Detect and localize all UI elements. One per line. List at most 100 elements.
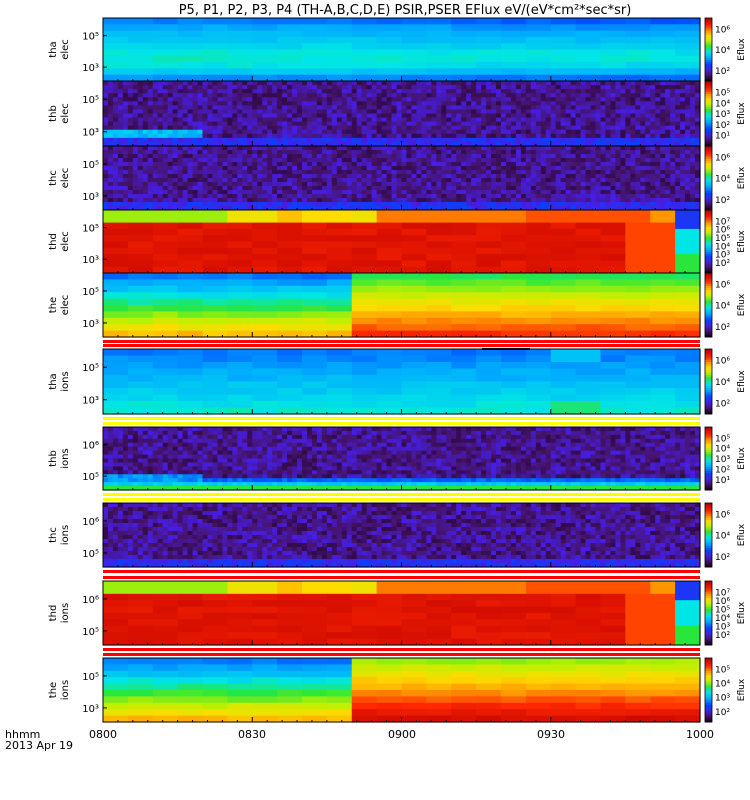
spectrogram-cell [501, 154, 507, 159]
spectrogram-cell [446, 178, 452, 183]
spectrogram-cell [625, 202, 631, 207]
spectrogram-cell [540, 154, 547, 159]
spectrogram-cell [341, 178, 348, 183]
spectrogram-cell [187, 129, 194, 135]
spectrogram-cell [326, 260, 353, 268]
colorbar-step [705, 260, 712, 263]
colorbar-step [705, 290, 712, 293]
spectrogram-cell [157, 133, 164, 139]
spectrogram-cell [680, 121, 686, 127]
spectrogram-cell [595, 194, 602, 199]
spectrogram-cell [192, 81, 199, 86]
spectrogram-cell [685, 170, 691, 175]
spectrogram-cell [610, 174, 617, 179]
spectrogram-cell [331, 133, 338, 139]
spectrogram-cell [545, 113, 552, 119]
spectrogram-cell [311, 121, 318, 127]
spectrogram-cell [680, 174, 686, 179]
spectrogram-cell [446, 129, 452, 135]
spectrogram-cell [565, 109, 572, 115]
spectrogram-cell [456, 206, 462, 211]
spectrogram-cell [177, 190, 184, 195]
spectrogram-cell [421, 170, 427, 175]
spectrogram-cell [426, 166, 432, 171]
spectrogram-cell [510, 166, 517, 171]
spectrogram-cell [167, 202, 174, 207]
colorbar-step [705, 156, 712, 160]
spectrogram-cell [252, 30, 278, 38]
spectrogram-cell [222, 166, 228, 171]
spectrogram-cell [550, 182, 557, 187]
spectrogram-cell [560, 146, 567, 151]
spectrogram-cell [600, 55, 626, 63]
spectrogram-cell [356, 198, 363, 203]
spectrogram-cell [655, 129, 661, 135]
spectrogram-cell [117, 133, 124, 139]
spectrogram-cell [451, 121, 457, 127]
spectrogram-cell [446, 81, 452, 86]
spectrogram-cell [172, 194, 179, 199]
spectrogram-cell [147, 93, 154, 98]
spectrogram-cell [401, 305, 427, 312]
spectrogram-cell [520, 194, 527, 199]
spectrogram-cell [282, 141, 288, 147]
spectrogram-cell [311, 105, 318, 111]
spectrogram-cell [277, 24, 303, 32]
spectrogram-cell [202, 154, 209, 159]
spectrogram-cell [640, 105, 646, 111]
spectrogram-cell [182, 154, 189, 159]
spectrogram-cell [570, 125, 577, 131]
spectrogram-cell [555, 162, 562, 167]
spectrogram-cell [122, 178, 129, 183]
spectrogram-cell [237, 186, 243, 191]
spectrogram-cell [117, 101, 124, 106]
spectrogram-cell [446, 141, 452, 147]
spectrogram-cell [476, 292, 502, 300]
spectrogram-cell [277, 125, 283, 131]
spectrogram-cell [461, 178, 467, 183]
spectrogram-cell [326, 30, 353, 38]
spectrogram-cell [386, 166, 393, 171]
spectrogram-cell [127, 146, 134, 151]
spectrogram-cell [356, 97, 363, 102]
spectrogram-cell [426, 68, 452, 76]
spectrogram-cell [545, 146, 552, 151]
spectrogram-cell [481, 141, 487, 147]
spectrogram-cell [640, 137, 646, 143]
spectrogram-cell [426, 89, 432, 94]
spectrogram-cell [590, 89, 597, 94]
spectrogram-cell [431, 81, 437, 86]
spectrogram-cell [197, 178, 204, 183]
spectrogram-cell [157, 190, 164, 195]
spectrogram-cell [177, 206, 184, 211]
spectrogram-cell [396, 170, 403, 175]
spectrogram-cell [525, 216, 552, 224]
spectrogram-cell [525, 292, 552, 300]
spectrogram-cell [446, 170, 452, 175]
spectrogram-cell [162, 133, 169, 139]
spectrogram-cell [137, 97, 144, 102]
spectrogram-cell [695, 109, 701, 115]
spectrogram-cell [132, 101, 139, 106]
spectrogram-cell [192, 117, 199, 123]
spectrogram-cell [132, 141, 139, 147]
spectrogram-cell [441, 198, 447, 203]
spectrogram-cell [197, 133, 204, 139]
spectrogram-cell [321, 162, 328, 167]
spectrogram-cell [535, 150, 542, 155]
spectrogram-cell [142, 137, 149, 143]
spectrogram-cell [132, 154, 139, 159]
spectrogram-cell [610, 166, 617, 171]
spectrogram-cell [306, 125, 313, 131]
spectrogram-cell [222, 178, 228, 183]
spectrogram-cell [680, 186, 686, 191]
spectrogram-cell [590, 150, 597, 155]
spectrogram-cell [550, 137, 557, 143]
spectrogram-cell [471, 206, 477, 211]
spectrogram-cell [630, 117, 636, 123]
spectrogram-cell [685, 85, 691, 90]
spectrogram-cell [262, 198, 268, 203]
spectrogram-cell [605, 129, 612, 135]
spectrogram-cell [540, 129, 547, 135]
